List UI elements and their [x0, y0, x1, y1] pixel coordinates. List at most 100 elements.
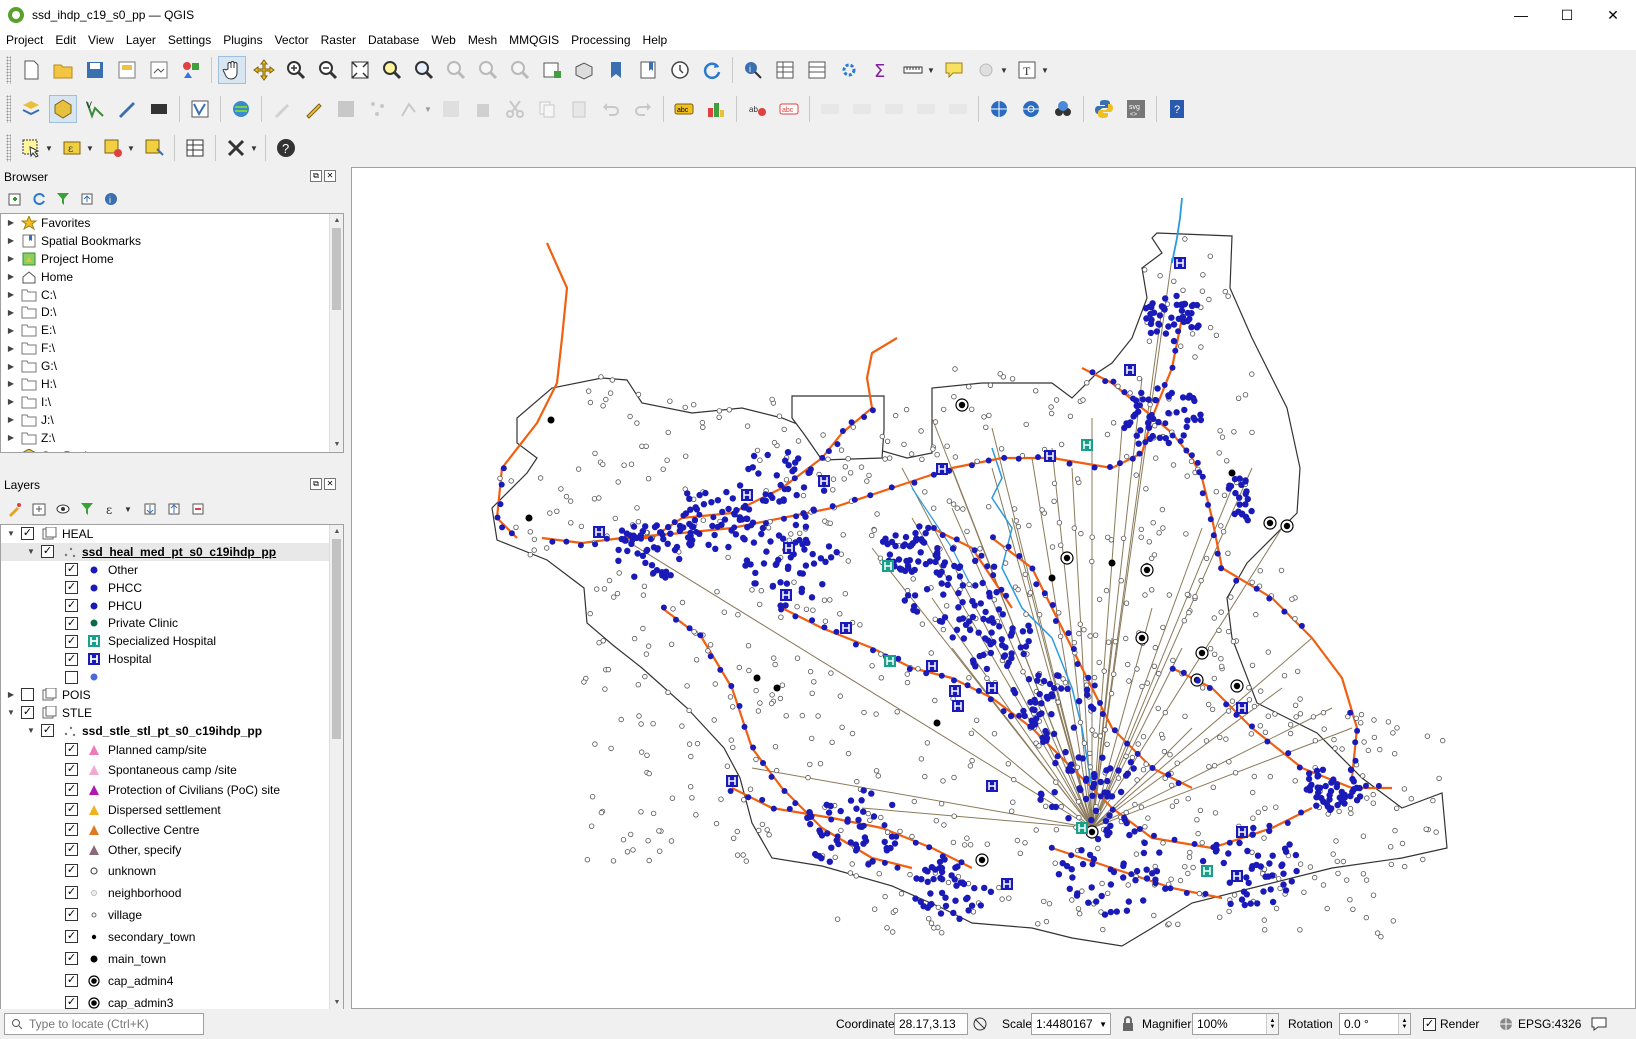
- browser-scrollbar[interactable]: ▲ ▼: [329, 214, 343, 452]
- vertex-tool-dropdown-icon[interactable]: ▼: [424, 104, 432, 114]
- add-group-icon[interactable]: [30, 500, 48, 518]
- map-canvas[interactable]: [351, 167, 1636, 1009]
- magnifier-spin-buttons[interactable]: ▲ ▼: [1266, 1014, 1278, 1034]
- metasearch-icon[interactable]: [1049, 95, 1077, 123]
- select-by-expression-dropdown-icon[interactable]: ▼: [86, 143, 94, 153]
- browser-item[interactable]: ▶ I:\: [1, 393, 343, 411]
- layer-visibility-checkbox[interactable]: ✓: [65, 930, 78, 944]
- menu-view[interactable]: View: [88, 33, 114, 47]
- browser-item[interactable]: ▶ J:\: [1, 411, 343, 429]
- zoom-full-icon[interactable]: [346, 56, 374, 84]
- paste-features-icon[interactable]: [565, 95, 593, 123]
- zoom-out-icon[interactable]: [314, 56, 342, 84]
- legend-item[interactable]: ✓ village: [1, 904, 343, 926]
- legend-item[interactable]: ✓ Other, specify: [1, 840, 343, 860]
- zoom-in-icon[interactable]: [282, 56, 310, 84]
- locate-search-input[interactable]: Type to locate (Ctrl+K): [4, 1013, 204, 1035]
- rotation-spin-buttons[interactable]: ▲ ▼: [1398, 1014, 1410, 1034]
- layer-visibility-checkbox[interactable]: ✓: [21, 527, 34, 541]
- zoom-next-icon[interactable]: [506, 56, 534, 84]
- show-hide-labels-icon[interactable]: [848, 95, 876, 123]
- legend-item[interactable]: ✓ Collective Centre: [1, 820, 343, 840]
- legend-item[interactable]: [1, 668, 343, 686]
- layout-manager-icon[interactable]: [145, 56, 173, 84]
- layer-visibility-checkbox[interactable]: ✓: [65, 952, 78, 966]
- quickmapservices-icon[interactable]: [227, 95, 255, 123]
- globe-add-wfs-icon[interactable]: [1017, 95, 1045, 123]
- browser-item[interactable]: ▶GeoPackage: [1, 447, 343, 452]
- open-project-icon[interactable]: [49, 56, 77, 84]
- select-by-expression-icon[interactable]: ε: [58, 134, 86, 162]
- toolbox-gear-icon[interactable]: [835, 56, 863, 84]
- modify-attributes-icon[interactable]: [437, 95, 465, 123]
- copy-features-icon[interactable]: [533, 95, 561, 123]
- legend-item[interactable]: ✓ Hospital: [1, 650, 343, 668]
- expand-arrow-icon[interactable]: ▶: [7, 290, 15, 299]
- layer-visibility-checkbox[interactable]: ✓: [65, 823, 78, 837]
- save-project-icon[interactable]: [81, 56, 109, 84]
- delete-selected-icon[interactable]: [469, 95, 497, 123]
- toggle-extents-icon[interactable]: [972, 1013, 988, 1035]
- layer-visibility-checkbox[interactable]: ✓: [21, 706, 34, 720]
- legend-item[interactable]: ✓ secondary_town: [1, 926, 343, 948]
- layer-group-heal[interactable]: ▼ ✓ HEAL: [1, 525, 343, 543]
- layer-visibility-checkbox[interactable]: ✓: [65, 616, 78, 630]
- select-features-dropdown-icon[interactable]: ▼: [45, 143, 53, 153]
- menu-database[interactable]: Database: [367, 33, 420, 47]
- collapse-all-icon[interactable]: [78, 190, 96, 208]
- toggle-editing-icon[interactable]: [300, 95, 328, 123]
- open-layer-styling-icon[interactable]: [6, 500, 24, 518]
- annotation-icon[interactable]: [972, 56, 1000, 84]
- new-spatial-bookmark-icon[interactable]: [602, 56, 630, 84]
- new-print-layout-icon[interactable]: [113, 56, 141, 84]
- layers-float-button[interactable]: ⧉: [310, 478, 322, 490]
- layers-close-button[interactable]: ✕: [324, 478, 336, 490]
- filter-legend-icon[interactable]: [78, 500, 96, 518]
- annotation-dropdown-icon[interactable]: ▼: [1000, 65, 1008, 75]
- legend-item[interactable]: ✓ Dispersed settlement: [1, 800, 343, 820]
- remove-layer-icon[interactable]: [189, 500, 207, 518]
- layer-visibility-checkbox[interactable]: ✓: [65, 974, 78, 988]
- layer-visibility-checkbox[interactable]: ✓: [65, 803, 78, 817]
- open-attribute-table-icon[interactable]: [771, 56, 799, 84]
- scale-dropdown-icon[interactable]: ▼: [1099, 1019, 1107, 1029]
- diagram-options-icon[interactable]: [702, 95, 730, 123]
- layer-visibility-checkbox[interactable]: ✓: [65, 743, 78, 757]
- expand-arrow-icon[interactable]: ▶: [7, 433, 15, 443]
- magnifier-spinbox[interactable]: 100% ▲ ▼: [1192, 1013, 1279, 1035]
- attribute-table-icon[interactable]: [181, 134, 209, 162]
- legend-item[interactable]: ✓ Other: [1, 561, 343, 579]
- collapse-arrow-icon[interactable]: ▼: [7, 529, 15, 539]
- refresh-icon[interactable]: [698, 56, 726, 84]
- legend-item[interactable]: ✓ Protection of Civilians (PoC) site: [1, 780, 343, 800]
- scale-combobox[interactable]: 1:4480167 ▼: [1031, 1013, 1111, 1035]
- add-feature-icon[interactable]: [364, 95, 392, 123]
- expand-arrow-icon[interactable]: ▶: [7, 236, 15, 246]
- show-bookmarks-icon[interactable]: [634, 56, 662, 84]
- layer-stle-stl[interactable]: ▼ ✓ ssd_stle_stl_pt_s0_c19ihdp_pp: [1, 722, 343, 740]
- legend-item[interactable]: ✓ PHCC: [1, 579, 343, 597]
- expand-arrow-icon[interactable]: ▶: [7, 361, 15, 371]
- undo-icon[interactable]: [597, 95, 625, 123]
- collapse-arrow-icon[interactable]: ▼: [7, 708, 15, 718]
- layer-visibility-checkbox[interactable]: ✓: [65, 843, 78, 857]
- legend-item[interactable]: ✓ Private Clinic: [1, 614, 343, 632]
- menu-vector[interactable]: Vector: [274, 33, 309, 47]
- layers-scrollbar[interactable]: ▲ ▼: [329, 525, 343, 1010]
- menu-plugins[interactable]: Plugins: [223, 33, 263, 47]
- expand-arrow-icon[interactable]: ▶: [5, 451, 17, 452]
- layer-visibility-checkbox[interactable]: ✓: [65, 763, 78, 777]
- browser-item[interactable]: ▶ H:\: [1, 375, 343, 393]
- rotate-label-icon[interactable]: [912, 95, 940, 123]
- statistical-summary-sigma-icon[interactable]: Σ: [867, 56, 895, 84]
- add-selected-layers-icon[interactable]: [6, 190, 24, 208]
- browser-item[interactable]: ▶ Favorites: [1, 214, 343, 232]
- style-manager-icon[interactable]: [177, 56, 205, 84]
- new-shapefile-layer-icon[interactable]: V: [81, 95, 109, 123]
- menu-edit[interactable]: Edit: [55, 33, 77, 47]
- expand-arrow-icon[interactable]: ▶: [7, 218, 15, 228]
- move-label-icon[interactable]: [880, 95, 908, 123]
- layer-visibility-checkbox[interactable]: ✓: [65, 599, 78, 612]
- browser-refresh-icon[interactable]: [30, 190, 48, 208]
- layer-heal-med[interactable]: ▼ ✓ ssd_heal_med_pt_s0_c19ihdp_pp: [1, 542, 343, 561]
